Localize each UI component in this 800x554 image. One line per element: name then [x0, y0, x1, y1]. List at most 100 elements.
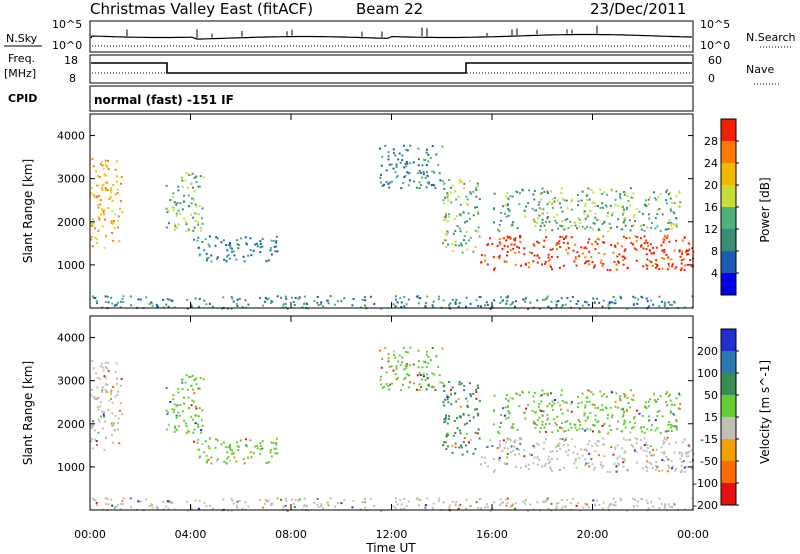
power-echo — [197, 221, 199, 224]
power-echo — [439, 179, 442, 182]
velocity-echo — [527, 468, 530, 471]
power-echo — [617, 204, 620, 207]
power-echo — [539, 228, 542, 231]
power-echo — [676, 226, 678, 229]
power-echo — [586, 194, 589, 197]
velocity-echo — [431, 372, 434, 375]
velocity-echo — [476, 408, 478, 411]
power-echo — [361, 299, 364, 301]
power-echo — [90, 223, 93, 226]
velocity-echo — [621, 457, 624, 460]
power-echo — [227, 254, 230, 257]
velocity-echo — [405, 367, 408, 370]
velocity-echo — [670, 426, 672, 429]
power-echo — [524, 215, 527, 218]
power-echo — [524, 262, 527, 265]
velocity-echo — [230, 497, 233, 500]
velocity-echo — [548, 402, 551, 405]
power-echo — [107, 207, 110, 209]
velocity-echo — [445, 435, 448, 438]
power-echo — [165, 184, 168, 187]
velocity-echo — [493, 394, 496, 397]
colorbar-swatch — [721, 483, 736, 505]
power-echo — [506, 192, 508, 195]
velocity-echo — [515, 392, 518, 395]
power-echo — [407, 184, 410, 187]
power-echo — [244, 299, 247, 302]
power-echo — [500, 219, 503, 222]
power-echo — [405, 165, 408, 168]
velocity-echo — [384, 346, 387, 349]
velocity-echo — [476, 384, 479, 387]
power-echo — [244, 236, 247, 239]
velocity-echo — [122, 503, 125, 506]
velocity-echo — [656, 427, 659, 430]
noise-sky-line — [90, 33, 693, 40]
velocity-echo — [685, 452, 688, 455]
power-echo — [461, 251, 464, 254]
power-echo — [570, 208, 573, 211]
power-echo — [201, 217, 203, 220]
velocity-echo — [273, 447, 276, 450]
power-echo — [591, 201, 594, 204]
velocity-echo — [560, 394, 563, 396]
velocity-echo — [528, 391, 530, 394]
velocity-echo — [405, 505, 408, 508]
power-echo — [622, 259, 625, 262]
velocity-echo — [389, 383, 392, 386]
velocity-echo — [114, 506, 117, 509]
power-echo — [416, 172, 419, 175]
power-echo — [588, 238, 591, 241]
power-echo — [120, 300, 123, 303]
velocity-echo — [603, 455, 606, 458]
power-echo — [639, 237, 642, 240]
velocity-echo — [427, 383, 430, 386]
velocity-echo — [563, 440, 565, 442]
power-echo — [555, 222, 558, 224]
power-echo — [446, 220, 449, 223]
power-echo — [111, 184, 114, 186]
velocity-echo — [110, 423, 113, 426]
power-echo — [460, 180, 463, 183]
velocity-echo — [623, 410, 625, 413]
power-echo — [560, 192, 563, 194]
velocity-echo — [584, 502, 587, 505]
velocity-echo — [591, 445, 594, 448]
power-echo — [609, 227, 612, 230]
velocity-echo — [137, 500, 140, 503]
power-echo — [576, 251, 579, 254]
power-echo — [647, 198, 650, 201]
power-echo — [678, 250, 681, 253]
power-echo — [592, 191, 595, 194]
velocity-echo — [320, 503, 323, 506]
power-echo — [643, 204, 646, 206]
velocity-echo — [493, 470, 495, 473]
velocity-echo — [249, 439, 252, 442]
velocity-echo — [162, 500, 165, 503]
power-echo — [548, 220, 551, 223]
power-echo — [110, 191, 113, 194]
power-echo — [139, 298, 142, 301]
velocity-echo — [577, 419, 580, 421]
velocity-echo — [463, 384, 466, 387]
power-echo — [659, 230, 662, 233]
power-echo — [237, 243, 240, 246]
velocity-echo — [634, 498, 637, 501]
power-echo — [675, 217, 678, 219]
power-echo — [421, 176, 424, 179]
velocity-echo — [542, 447, 545, 450]
velocity-echo — [216, 458, 219, 461]
velocity-echo — [527, 404, 530, 407]
power-echo — [619, 197, 622, 200]
power-echo — [616, 225, 619, 228]
velocity-echo — [589, 428, 592, 431]
x-tick-label: 00:00 — [74, 528, 106, 541]
power-echo — [380, 164, 383, 167]
power-echo — [261, 245, 264, 248]
velocity-echo — [459, 416, 462, 419]
velocity-echo — [223, 460, 226, 463]
power-echo — [477, 210, 480, 213]
velocity-echo — [559, 404, 561, 407]
